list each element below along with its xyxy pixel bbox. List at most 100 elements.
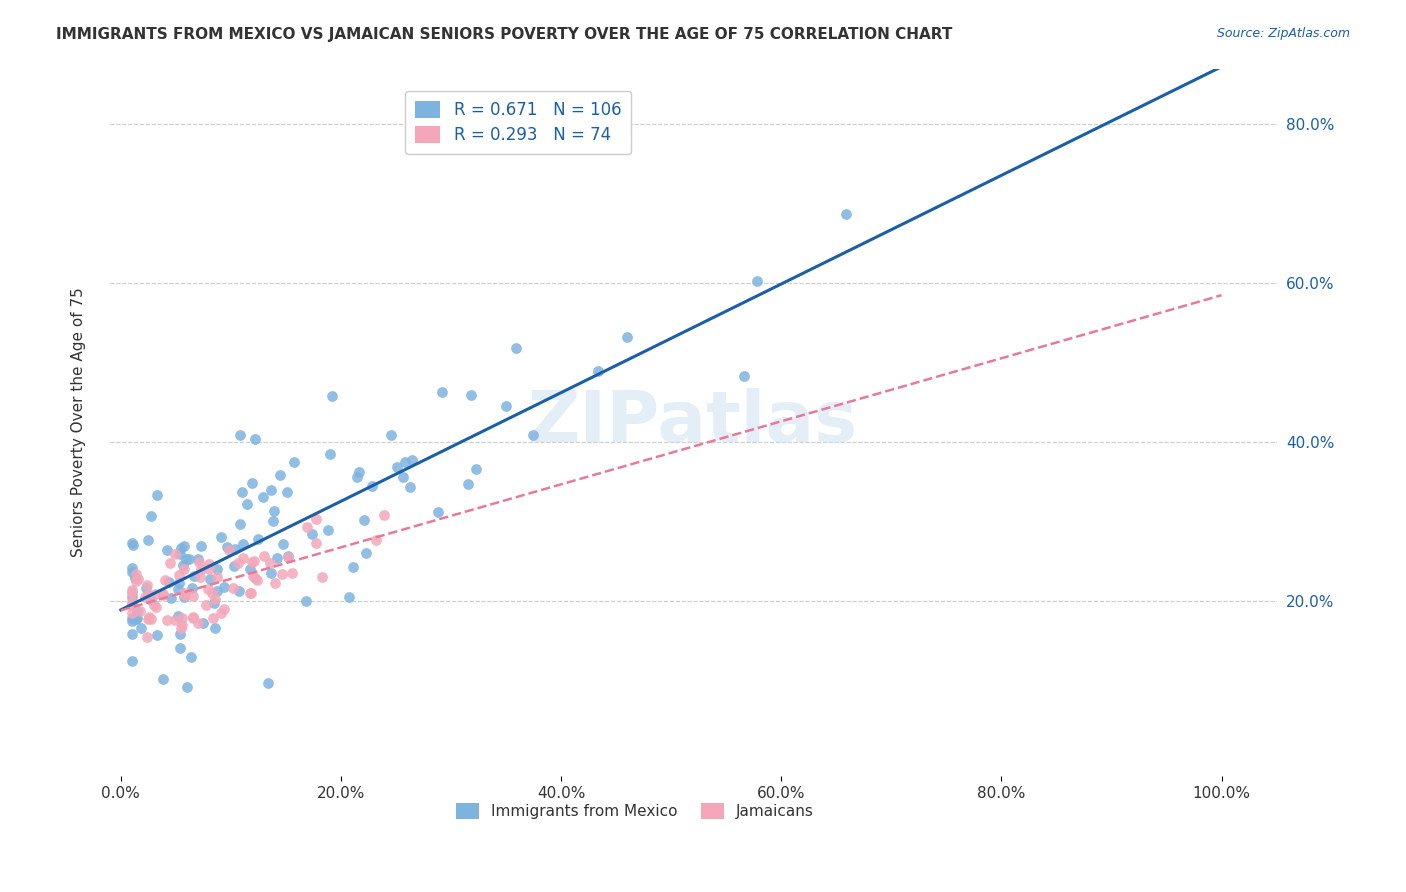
Point: [167, 582, 190, 597]
Point: [167, 575, 190, 590]
Point: [221, 581, 243, 595]
Point: [295, 593, 318, 607]
Point: [143, 587, 166, 601]
Point: [142, 598, 165, 612]
Point: [228, 427, 250, 442]
Point: [197, 557, 219, 571]
Point: [380, 428, 402, 442]
Point: [173, 590, 195, 604]
Point: [262, 515, 284, 529]
Point: [153, 573, 176, 587]
Point: [301, 527, 323, 541]
Point: [205, 562, 228, 576]
Point: [138, 612, 160, 626]
Point: [245, 432, 267, 446]
Point: [228, 583, 250, 598]
Point: [277, 549, 299, 563]
Point: [141, 612, 163, 626]
Point: [152, 586, 174, 600]
Point: [201, 585, 224, 599]
Point: [191, 616, 214, 631]
Point: [205, 583, 228, 598]
Point: [173, 562, 195, 576]
Point: [152, 588, 174, 602]
Point: [353, 512, 375, 526]
Point: [246, 573, 269, 587]
Point: [121, 536, 143, 550]
Point: [229, 516, 252, 531]
Point: [295, 519, 318, 533]
Point: [121, 654, 143, 668]
Point: [271, 566, 294, 581]
Point: [398, 480, 420, 494]
Point: [125, 567, 148, 582]
Point: [165, 613, 187, 627]
Point: [156, 543, 179, 558]
Point: [361, 479, 384, 493]
Point: [181, 581, 204, 595]
Point: [167, 568, 190, 582]
Point: [202, 611, 225, 625]
Point: [125, 612, 148, 626]
Point: [232, 536, 254, 550]
Point: [247, 532, 270, 546]
Point: [273, 537, 295, 551]
Point: [188, 570, 211, 584]
Legend: Immigrants from Mexico, Jamaicans: Immigrants from Mexico, Jamaicans: [450, 797, 820, 825]
Point: [136, 588, 159, 602]
Point: [195, 598, 218, 612]
Point: [245, 571, 267, 585]
Point: [146, 488, 169, 502]
Point: [121, 591, 143, 605]
Point: [218, 543, 240, 558]
Point: [260, 483, 283, 498]
Point: [136, 630, 159, 644]
Y-axis label: Seniors Poverty Over the Age of 75: Seniors Poverty Over the Age of 75: [72, 287, 86, 558]
Point: [259, 556, 281, 570]
Point: [281, 566, 304, 580]
Point: [364, 533, 387, 548]
Point: [183, 569, 205, 583]
Point: [121, 610, 143, 624]
Point: [179, 551, 201, 566]
Point: [252, 490, 274, 504]
Point: [214, 602, 236, 616]
Point: [135, 578, 157, 592]
Point: [224, 542, 246, 557]
Point: [232, 550, 254, 565]
Point: [305, 512, 328, 526]
Point: [430, 384, 453, 399]
Point: [198, 572, 221, 586]
Point: [176, 680, 198, 694]
Point: [401, 452, 423, 467]
Point: [121, 561, 143, 575]
Point: [387, 460, 409, 475]
Point: [124, 571, 146, 585]
Point: [747, 274, 769, 288]
Point: [522, 428, 544, 442]
Point: [146, 627, 169, 641]
Point: [125, 574, 148, 588]
Point: [138, 610, 160, 624]
Point: [257, 676, 280, 690]
Point: [169, 547, 191, 561]
Text: Source: ZipAtlas.com: Source: ZipAtlas.com: [1216, 27, 1350, 40]
Point: [460, 388, 482, 402]
Point: [139, 508, 162, 523]
Point: [835, 207, 858, 221]
Point: [121, 627, 143, 641]
Point: [128, 604, 150, 618]
Point: [204, 592, 226, 607]
Point: [217, 540, 239, 554]
Point: [427, 505, 450, 519]
Point: [174, 587, 197, 601]
Point: [242, 569, 264, 583]
Point: [190, 561, 212, 575]
Point: [172, 558, 194, 573]
Point: [187, 551, 209, 566]
Point: [127, 572, 149, 586]
Point: [269, 468, 291, 483]
Point: [346, 470, 368, 484]
Point: [152, 672, 174, 686]
Point: [337, 591, 360, 605]
